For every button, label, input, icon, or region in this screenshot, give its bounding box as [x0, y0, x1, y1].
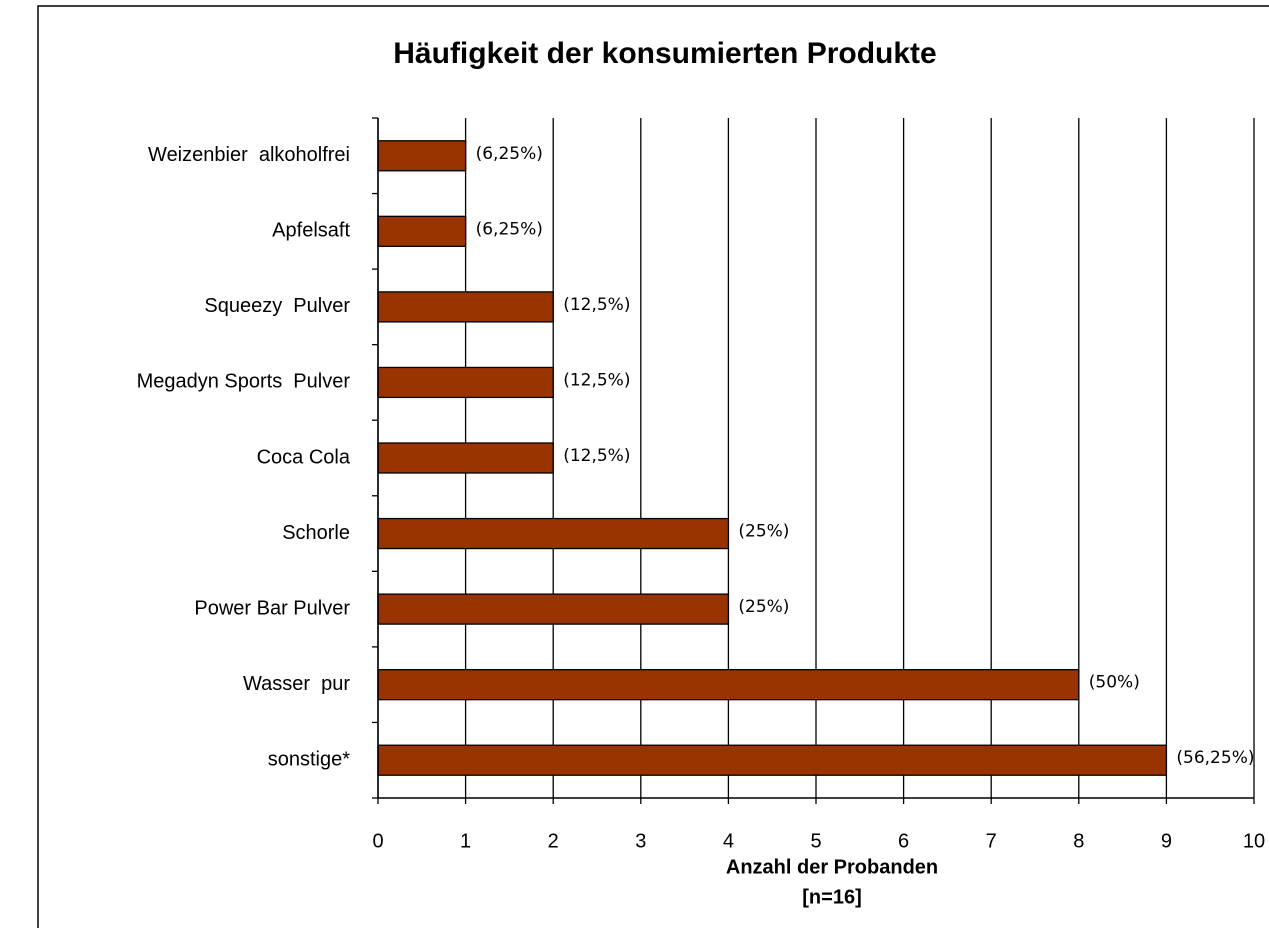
x-tick-label: 2	[548, 830, 559, 852]
data-label: (12,5%)	[563, 370, 630, 390]
y-tick-label: sonstige*	[268, 749, 350, 771]
x-tick-label: 5	[810, 830, 821, 852]
bar	[377, 215, 467, 247]
data-label: (25%)	[738, 522, 789, 542]
bar	[377, 291, 554, 323]
y-tick-label: Coca Cola	[257, 446, 351, 468]
data-label: (6,25%)	[476, 144, 543, 164]
y-tick-label: Schorle	[282, 522, 350, 544]
y-tick-label: Wasser pur	[243, 673, 350, 695]
data-label: (25%)	[738, 597, 789, 617]
x-tick-label: 9	[1161, 830, 1172, 852]
x-axis-label: Anzahl der Probanden	[726, 856, 938, 878]
x-tick-label: 0	[372, 830, 383, 852]
x-tick-label: 10	[1243, 830, 1265, 852]
y-tick-label: Megadyn Sports Pulver	[137, 371, 351, 393]
y-tick-label: Weizenbier alkoholfrei	[148, 144, 350, 166]
y-tick-label: Squeezy Pulver	[204, 295, 350, 317]
bar	[377, 366, 554, 399]
x-tick-label: 1	[460, 830, 471, 852]
bar	[377, 517, 730, 550]
y-tick-label: Power Bar Pulver	[194, 597, 350, 619]
x-axis-label: [n=16]	[802, 886, 861, 908]
chart-title: Häufigkeit der konsumierten Produkte	[393, 37, 936, 70]
bar	[377, 669, 1080, 701]
bar	[377, 442, 554, 474]
x-tick-label: 3	[635, 830, 646, 852]
x-tick-label: 4	[723, 830, 734, 852]
bar	[377, 140, 467, 172]
bar	[377, 744, 1168, 776]
x-tick-label: 6	[898, 830, 909, 852]
x-tick-label: 8	[1073, 830, 1084, 852]
data-label: (6,25%)	[476, 219, 543, 239]
data-label: (50%)	[1089, 673, 1140, 693]
data-label: (56,25%)	[1176, 748, 1254, 768]
data-label: (12,5%)	[563, 295, 630, 315]
x-tick-label: 7	[986, 830, 997, 852]
bar	[377, 593, 730, 625]
data-label: (12,5%)	[563, 446, 630, 466]
y-tick-label: Apfelsaft	[272, 220, 350, 242]
